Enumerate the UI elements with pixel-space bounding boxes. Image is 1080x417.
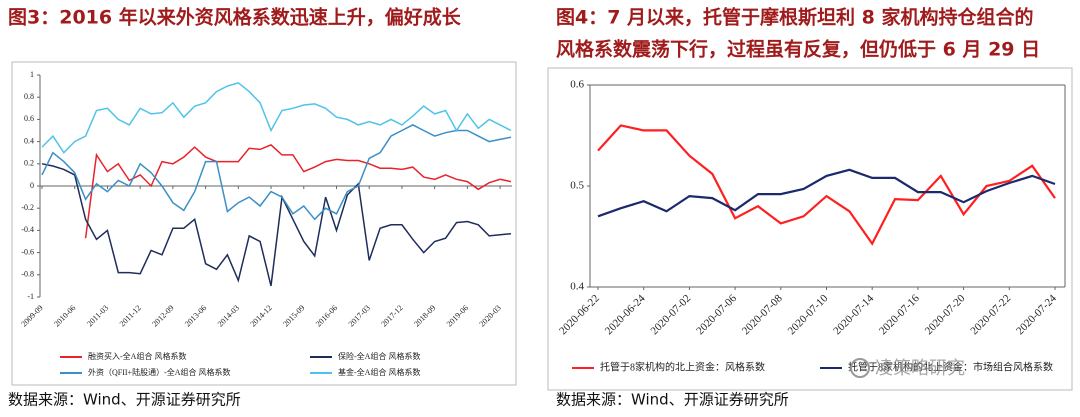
y-tick-label: 0.4: [24, 136, 34, 145]
x-tick-label: 2013-06: [183, 303, 208, 328]
legend-label: 托管于8家机构的北上资金：市场组合风格系数: [848, 360, 1053, 373]
source-note: 数据来源：Wind、开源证券研究所: [8, 391, 241, 409]
x-tick-label: 2014-12: [249, 303, 274, 328]
x-tick-label: 2020-07-08: [740, 292, 785, 337]
x-tick-label: 2020-06-22: [557, 292, 602, 337]
x-tick-label: 2020-06-24: [603, 292, 648, 337]
x-tick-label: 2011-12: [118, 303, 143, 328]
y-tick-label: 0: [30, 181, 34, 190]
y-tick-label: 0.4: [570, 281, 584, 293]
x-tick-label: 2009-09: [19, 303, 44, 328]
x-tick-label: 2016-06: [314, 303, 339, 328]
y-tick-label: -1: [27, 292, 34, 301]
legend-label: 融资买入-全A组合 风格系数: [88, 351, 186, 361]
x-tick-label: 2020-07-24: [1014, 292, 1059, 337]
x-tick-label: 2017-03: [347, 303, 372, 328]
x-tick-label: 2020-07-10: [786, 292, 831, 337]
x-tick-label: 2020-07-22: [968, 292, 1013, 337]
x-tick-label: 2010-06: [52, 303, 77, 328]
chart-title: 图4：7 月以来，托管于摩根斯坦利 8 家机构持仓组合的: [556, 6, 1034, 29]
source-note: 数据来源：Wind、开源证券研究所: [556, 391, 789, 409]
y-tick-label: -0.2: [21, 203, 34, 212]
legend-label: 托管于8家机构的北上资金：风格系数: [600, 360, 765, 373]
x-tick-label: 2012-09: [150, 303, 175, 328]
legend-label: 外资（QFII+陆股通）-全A组合 风格系数: [88, 367, 231, 377]
legend-label: 基金-全A组合 风格系数: [338, 367, 420, 377]
watermark: 凌策略研究: [875, 358, 965, 379]
y-tick-label: 0.2: [24, 159, 34, 168]
series-line: [597, 124, 1056, 246]
x-tick-label: 2015-09: [281, 303, 306, 328]
chart-title: 图3：2016 年以来外资风格系数迅速上升，偏好成长: [8, 6, 462, 29]
series-line: [41, 124, 512, 221]
y-tick-label: -0.6: [21, 247, 34, 256]
y-tick-label: -0.4: [21, 225, 34, 234]
y-tick-label: 0.8: [24, 92, 34, 101]
x-tick-label: 2020-07-02: [649, 292, 694, 337]
series-line: [41, 163, 512, 287]
left-frame: [11, 61, 517, 386]
y-tick-label: 1: [30, 70, 34, 79]
series-line: [597, 168, 1056, 218]
series-line: [41, 81, 512, 154]
x-tick-label: 2020-07-16: [877, 292, 922, 337]
watermark-logo: [850, 358, 870, 378]
x-tick-label: 2018-09: [412, 303, 437, 328]
x-tick-label: 2020-07-14: [831, 292, 876, 337]
y-tick-label: -0.8: [21, 270, 34, 279]
x-tick-label: 2017-12: [379, 303, 404, 328]
right-frame: [547, 67, 1073, 391]
y-tick-label: 0.6: [570, 79, 584, 91]
chart-title: 风格系数震荡下行，过程虽有反复，但仍低于 6 月 29 日: [556, 38, 1040, 61]
x-tick-label: 2019-06: [445, 303, 470, 328]
legend-label: 保险-全A组合 风格系数: [338, 351, 420, 361]
x-tick-label: 2020-07-20: [923, 292, 968, 337]
y-tick-label: 0.6: [24, 114, 34, 123]
series-line: [84, 144, 512, 239]
x-tick-label: 2020-07-06: [694, 292, 739, 337]
y-tick-label: 0.5: [570, 180, 584, 192]
x-tick-label: 2020-03: [478, 303, 503, 328]
x-tick-label: 2014-03: [216, 303, 241, 328]
x-tick-label: 2011-03: [85, 303, 110, 328]
